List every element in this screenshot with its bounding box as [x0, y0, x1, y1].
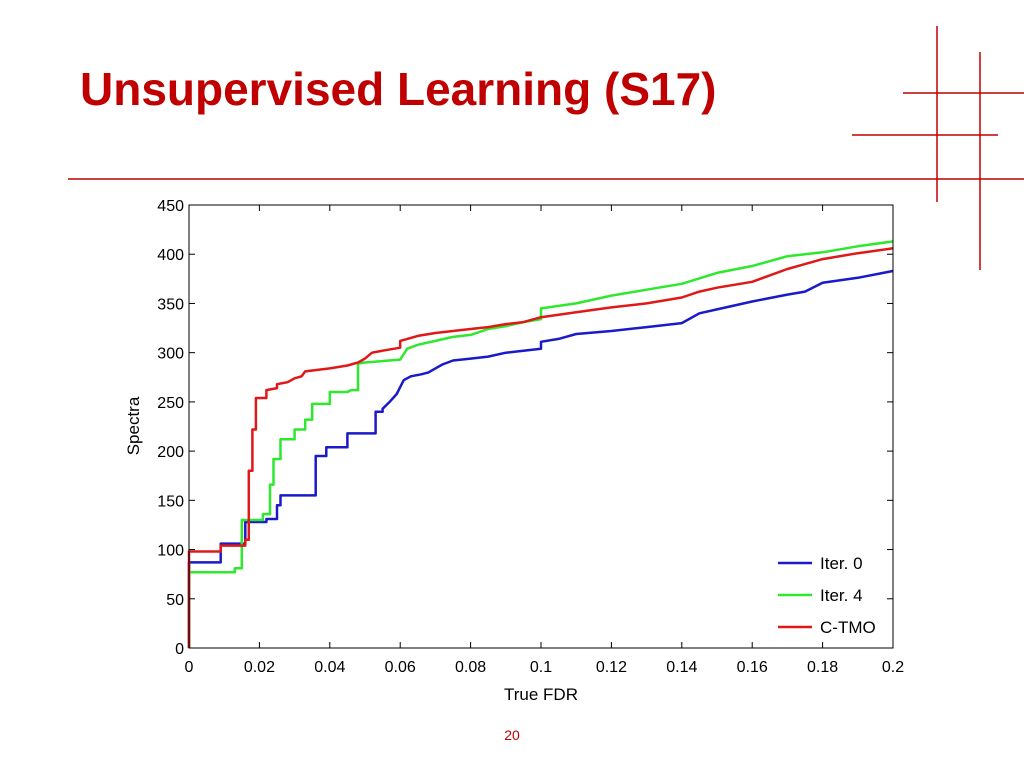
x-tick-label: 0.06 — [385, 659, 416, 676]
series-line-iter-4 — [187, 240, 894, 648]
x-tick-label: 0.16 — [737, 659, 768, 676]
x-tick-label: 0 — [185, 659, 194, 676]
y-tick-label: 450 — [157, 198, 184, 215]
legend: Iter. 0 Iter. 4 C-TMO — [776, 547, 886, 642]
y-tick-label: 50 — [166, 592, 184, 609]
series-line-c-tmo — [187, 247, 894, 648]
slide-title: Unsupervised Learning (S17) — [80, 63, 717, 115]
ticks-layer: 0 0.02 0.04 0.06 0.08 0.1 0.12 0.14 0.16 0.18 0.2 0… — [157, 198, 904, 676]
y-tick-label: 350 — [157, 296, 184, 313]
x-tick-label: 0.08 — [455, 659, 486, 676]
y-tick-label: 150 — [157, 493, 184, 510]
y-tick-label: 400 — [157, 247, 184, 264]
y-tick-label: 300 — [157, 346, 184, 363]
x-tick-label: 0.14 — [666, 659, 697, 676]
x-tick-label: 0.02 — [244, 659, 275, 676]
y-tick-label: 250 — [157, 395, 184, 412]
x-tick-label: 0.12 — [596, 659, 627, 676]
legend-label-ctmo: C-TMO — [820, 618, 876, 637]
legend-label-iter4: Iter. 4 — [820, 586, 863, 605]
x-tick-label: 0.1 — [530, 659, 552, 676]
x-tick-label: 0.04 — [314, 659, 345, 676]
series-line-iter-0 — [187, 269, 894, 648]
series-layer — [187, 240, 894, 648]
x-axis-label: True FDR — [504, 685, 578, 704]
x-tick-label: 0.2 — [882, 659, 904, 676]
x-tick-label: 0.18 — [807, 659, 838, 676]
page-number: 20 — [504, 727, 520, 743]
y-axis-label: Spectra — [124, 396, 143, 455]
y-tick-label: 100 — [157, 543, 184, 560]
legend-label-iter0: Iter. 0 — [820, 554, 863, 573]
y-tick-label: 200 — [157, 444, 184, 461]
y-tick-label: 0 — [175, 641, 184, 658]
